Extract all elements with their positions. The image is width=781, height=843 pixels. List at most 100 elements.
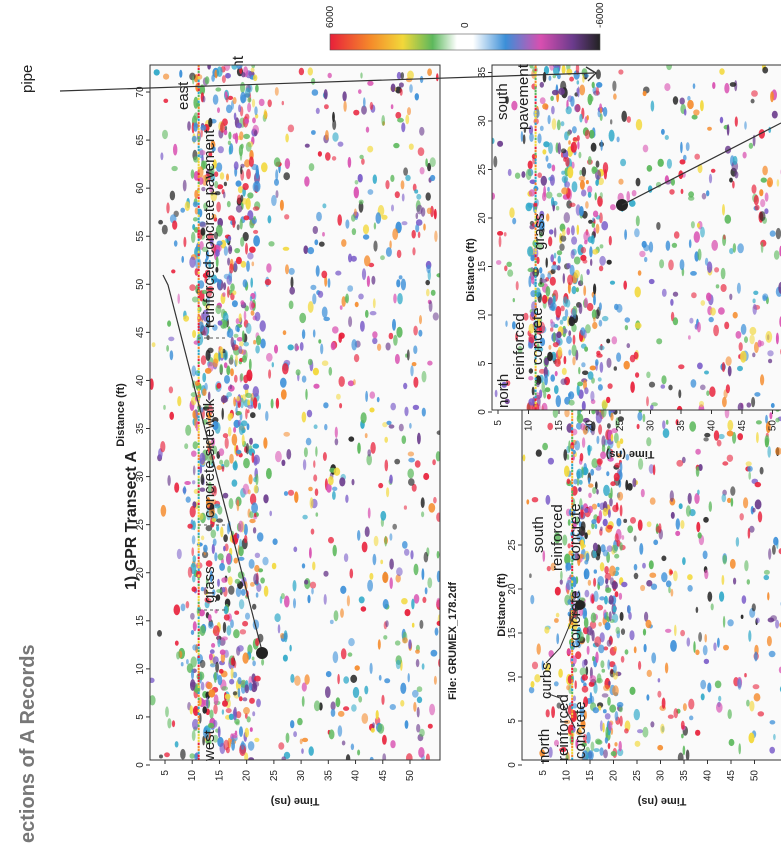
reflection <box>397 293 403 304</box>
reflection <box>256 169 259 179</box>
reflection <box>605 622 611 630</box>
reflection <box>163 99 168 103</box>
reflection <box>335 427 338 438</box>
reflection <box>233 461 238 470</box>
reflection <box>415 460 421 467</box>
reflection <box>245 198 250 210</box>
reflection <box>545 387 551 392</box>
reflection <box>630 517 636 524</box>
reflection <box>598 377 602 381</box>
reflection <box>719 68 724 75</box>
reflection <box>353 110 359 116</box>
direct-wave <box>198 278 200 280</box>
reflection <box>227 566 231 573</box>
direct-wave <box>198 233 200 235</box>
reflection <box>644 257 647 262</box>
reflection <box>586 180 589 184</box>
reflection <box>332 326 339 333</box>
reflection <box>625 317 631 322</box>
reflection <box>228 236 231 241</box>
file-label: File: GRUMEX_178.2df <box>447 582 459 700</box>
surface-label: pipe <box>19 65 36 93</box>
reflection <box>747 402 752 407</box>
reflection <box>680 520 684 529</box>
reflection <box>392 228 398 240</box>
reflection <box>599 256 606 266</box>
reflection <box>246 323 252 334</box>
reflection <box>572 356 575 365</box>
reflection <box>419 127 424 136</box>
reflection <box>690 271 697 276</box>
reflection <box>244 215 250 220</box>
reflection <box>343 676 349 683</box>
reflection <box>255 553 260 558</box>
reflection <box>224 375 230 384</box>
reflection <box>634 228 640 237</box>
reflection <box>422 371 427 383</box>
reflection <box>643 91 647 96</box>
reflection <box>552 165 556 172</box>
reflection <box>166 202 169 213</box>
reflection <box>263 437 267 448</box>
direct-wave <box>198 443 200 445</box>
reflection <box>244 310 247 320</box>
reflection <box>358 174 363 183</box>
reflection <box>294 676 301 686</box>
reflection <box>225 694 231 700</box>
reflection <box>696 607 699 613</box>
reflection <box>597 503 600 507</box>
reflection <box>229 146 232 155</box>
surface-label: concrete <box>529 307 546 365</box>
reflection <box>733 578 736 585</box>
direct-wave <box>198 206 200 208</box>
direct-wave <box>198 644 200 646</box>
reflection <box>273 538 278 545</box>
time-tick-label: 40 <box>707 420 718 432</box>
direct-wave <box>535 99 537 101</box>
reflection <box>275 169 278 180</box>
reflection <box>590 692 592 702</box>
reflection <box>225 126 227 130</box>
reflection <box>337 214 342 226</box>
direct-wave <box>535 78 537 80</box>
direct-wave <box>571 680 573 682</box>
direct-wave <box>571 683 573 685</box>
direct-wave <box>198 692 200 694</box>
reflection <box>653 540 658 546</box>
reflection <box>634 564 638 571</box>
direct-wave <box>571 431 573 433</box>
reflection <box>590 259 592 266</box>
reflection <box>302 329 305 339</box>
reflection <box>616 352 621 362</box>
reflection <box>401 598 408 604</box>
reflection <box>214 672 217 683</box>
reflection <box>758 711 765 716</box>
reflection <box>418 330 422 337</box>
reflection <box>581 189 586 196</box>
reflection <box>747 466 753 472</box>
time-tick-label: 35 <box>676 420 687 432</box>
reflection <box>406 753 413 763</box>
reflection <box>615 711 619 721</box>
direct-wave <box>535 72 537 74</box>
reflection <box>642 727 648 738</box>
direct-wave <box>198 605 200 607</box>
reflection <box>720 117 723 124</box>
reflection <box>338 711 345 717</box>
reflection <box>770 720 776 724</box>
reflection <box>252 262 255 267</box>
distance-tick-label: 15 <box>477 261 488 273</box>
reflection <box>683 746 686 756</box>
direct-wave <box>198 353 200 355</box>
reflection <box>681 189 684 194</box>
reflection <box>365 526 370 537</box>
reflection <box>367 146 373 153</box>
reflection <box>348 316 352 327</box>
reflection <box>551 264 558 270</box>
reflection <box>722 204 725 216</box>
reflection <box>549 76 552 81</box>
direct-wave <box>198 83 200 85</box>
reflection <box>607 697 611 706</box>
reflection <box>671 512 675 519</box>
reflection <box>730 559 736 569</box>
